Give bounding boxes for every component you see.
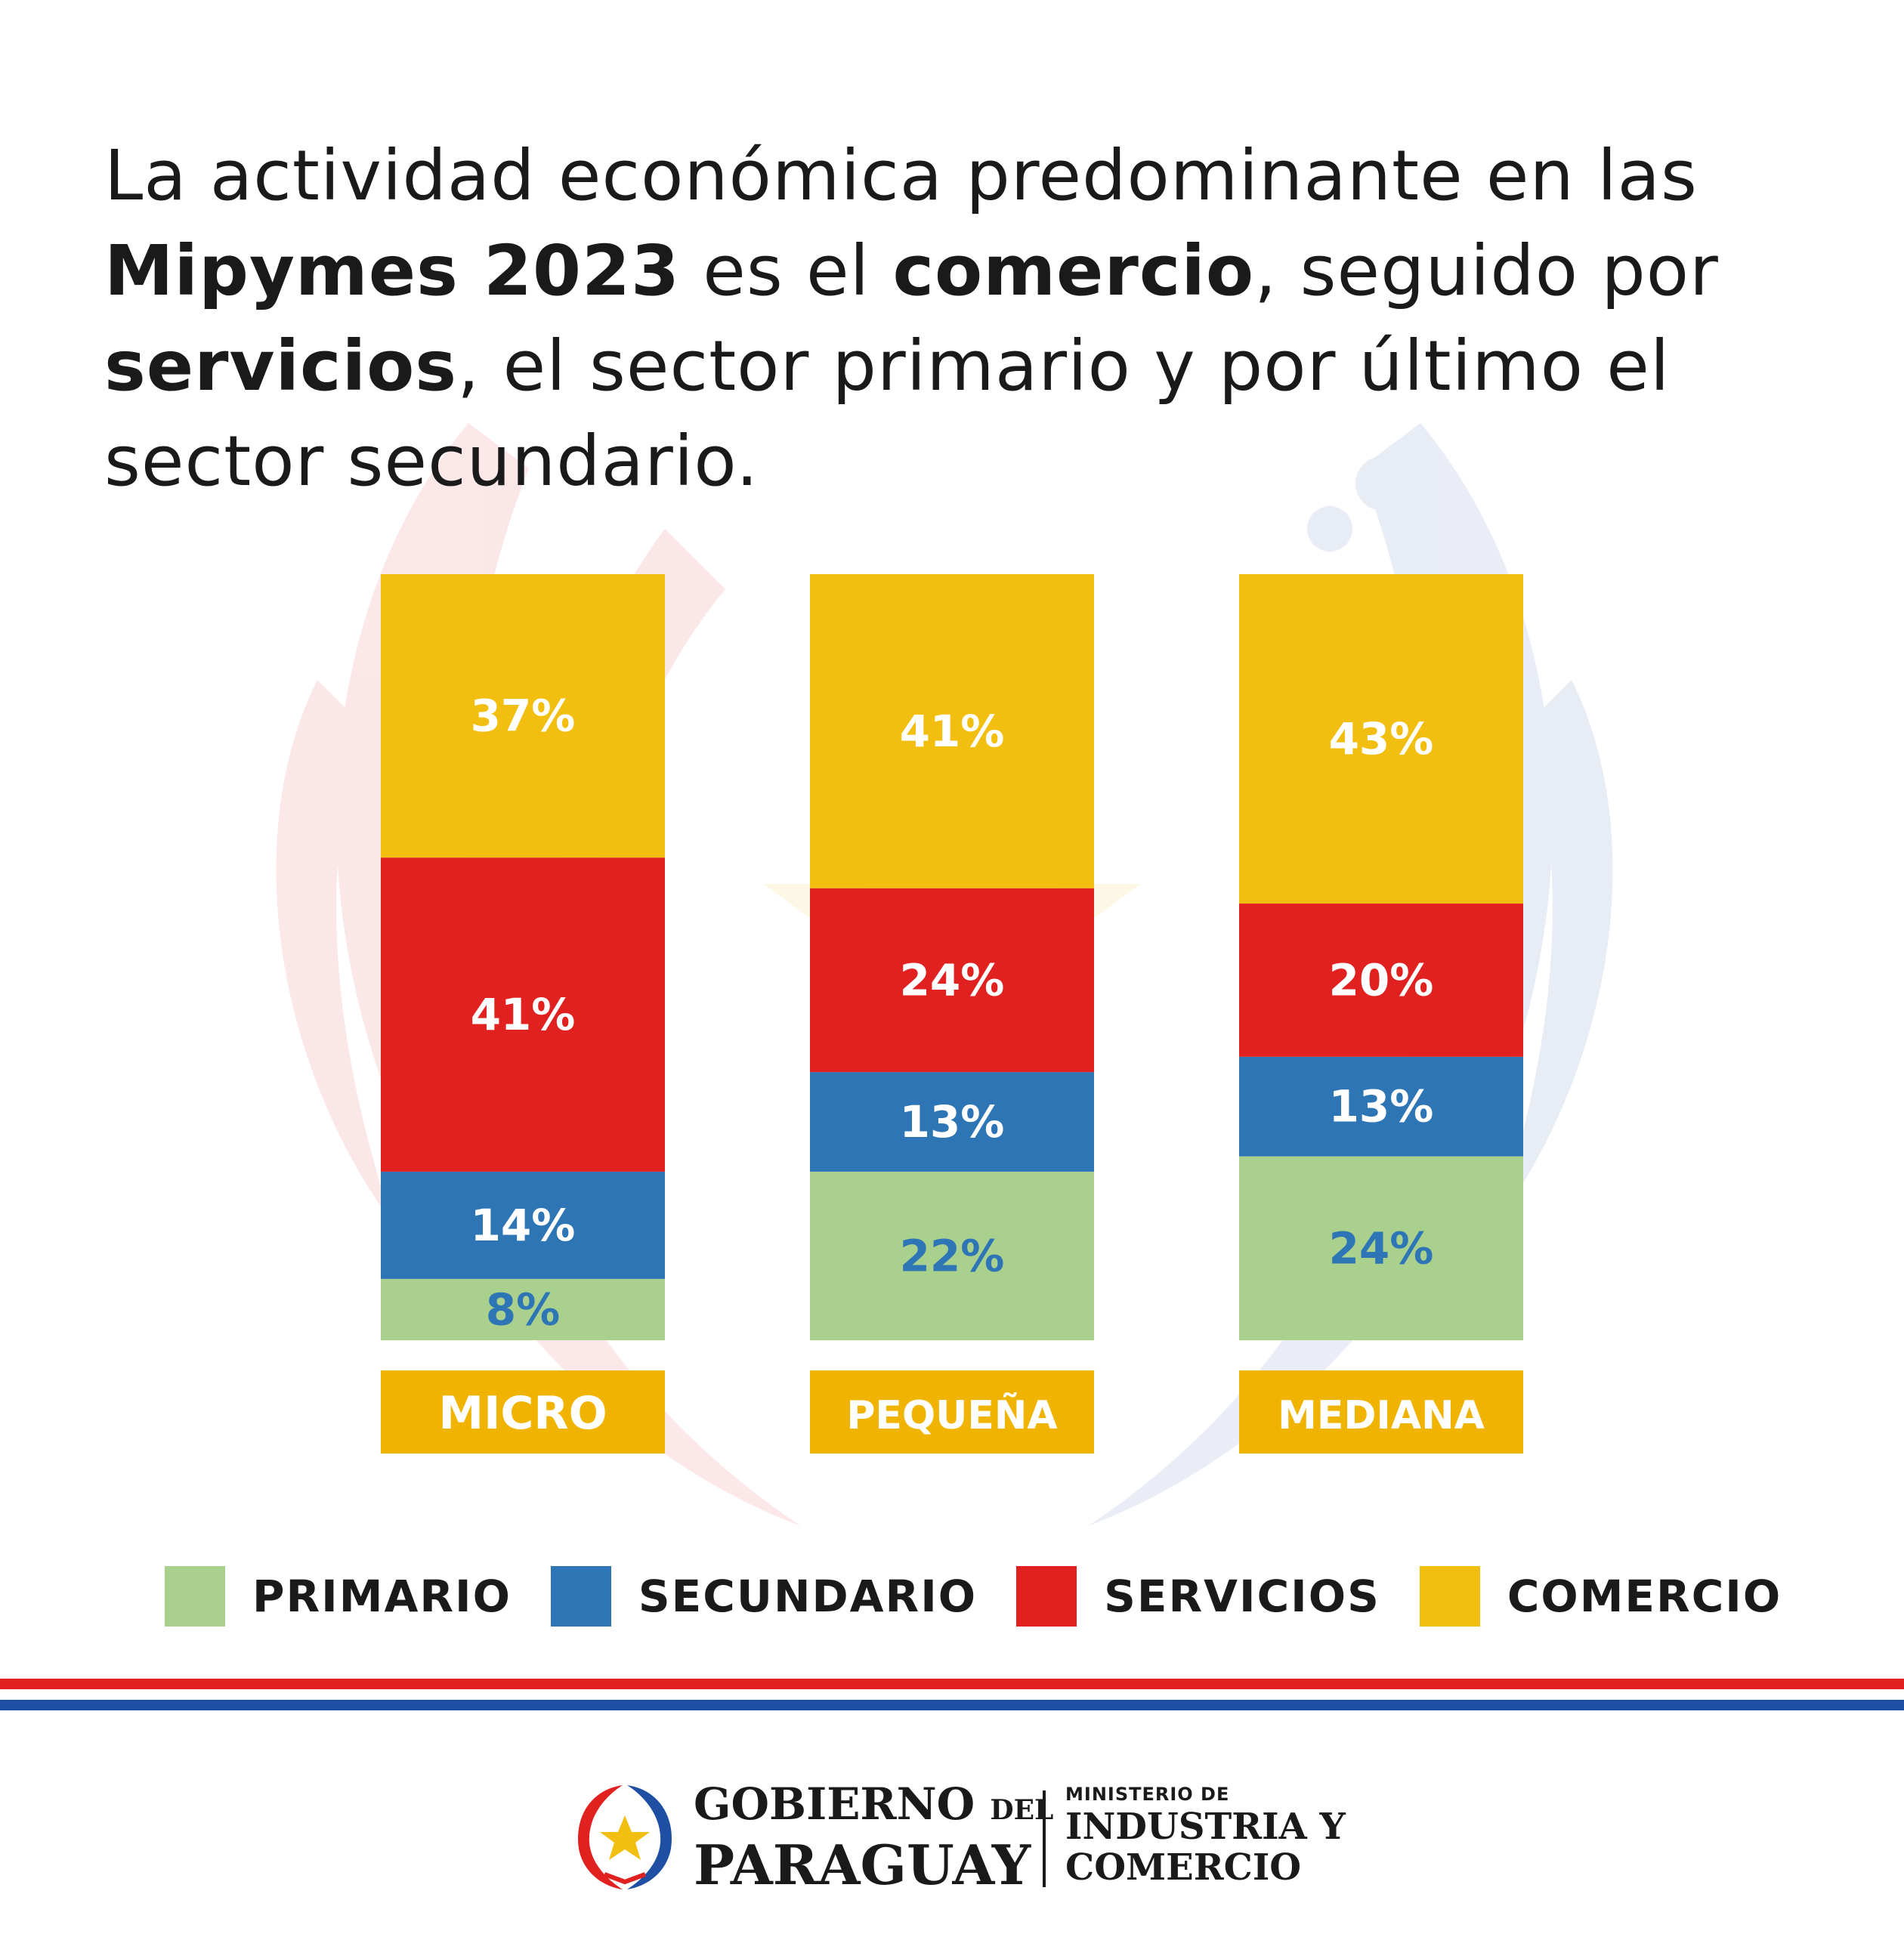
chart-legend: PRIMARIO SECUNDARIO SERVICIOS COMERCIO <box>165 1565 1821 1627</box>
headline-bold-comercio: comercio <box>892 230 1255 311</box>
bar-segment-micro-comercio <box>381 574 665 858</box>
headline-text-4: , el sector primario y por último el sec… <box>104 326 1671 502</box>
logo-divider <box>1043 1790 1046 1887</box>
paraguay-seal-icon <box>578 1785 672 1889</box>
bar-segment-micro-servicios <box>381 857 665 1172</box>
data-label-micro-secundario: 14% <box>471 1200 576 1251</box>
category-label-micro: MICRO <box>438 1387 607 1440</box>
category-label-pequeña: PEQUEÑA <box>846 1392 1057 1438</box>
data-label-micro-primario: 8% <box>486 1284 560 1335</box>
headline-text-2: es el <box>680 230 893 311</box>
bar-segment-pequeña-primario <box>810 1171 1094 1340</box>
gov-line-gobierno: GOBIERNO <box>694 1778 975 1830</box>
flag-stripe-red <box>0 1679 1904 1689</box>
gov-line-paraguay: PARAGUAY <box>694 1833 1031 1897</box>
headline-text-1: La actividad económica predominante en l… <box>104 135 1698 216</box>
legend-item-primario: PRIMARIO <box>165 1566 512 1627</box>
ministerio-line-3: COMERCIO <box>1065 1846 1302 1889</box>
data-label-pequeña-primario: 22% <box>900 1230 1005 1281</box>
data-label-micro-comercio: 37% <box>471 690 576 742</box>
legend-swatch-secundario <box>550 1566 611 1627</box>
ministerio-logo-text: MINISTERIO DE INDUSTRIA Y COMERCIO <box>1065 1783 1346 1887</box>
legend-label-primario: PRIMARIO <box>252 1571 512 1622</box>
category-label-bg-pequeña <box>810 1370 1094 1454</box>
category-label-bg-micro <box>381 1370 665 1454</box>
ministerio-line-1: MINISTERIO DE <box>1065 1784 1230 1805</box>
flag-stripe-blue <box>0 1700 1904 1710</box>
legend-item-comercio: COMERCIO <box>1419 1566 1782 1627</box>
category-label-mediana: MEDIANA <box>1278 1393 1485 1438</box>
bar-segment-mediana-secundario <box>1239 1056 1523 1157</box>
bar-segment-micro-primario <box>381 1278 665 1340</box>
bar-segment-pequeña-comercio <box>810 574 1094 888</box>
legend-swatch-servicios <box>1016 1566 1077 1627</box>
legend-item-servicios: SERVICIOS <box>1016 1566 1380 1627</box>
legend-swatch-primario <box>165 1566 225 1627</box>
data-label-mediana-comercio: 43% <box>1329 713 1434 765</box>
flag-stripe-white <box>0 1689 1904 1698</box>
headline-bold-servicios: servicios <box>104 326 458 406</box>
bar-segment-mediana-servicios <box>1239 904 1523 1057</box>
bar-segment-pequeña-servicios <box>810 888 1094 1073</box>
headline-bold-mipymes: Mipymes 2023 <box>104 230 681 311</box>
ministerio-line-2: INDUSTRIA Y <box>1065 1806 1346 1848</box>
data-label-mediana-primario: 24% <box>1329 1222 1434 1274</box>
legend-label-servicios: SERVICIOS <box>1104 1571 1380 1622</box>
bar-segment-micro-secundario <box>381 1171 665 1279</box>
bar-segment-mediana-comercio <box>1239 574 1523 904</box>
data-label-pequeña-secundario: 13% <box>900 1096 1005 1148</box>
headline: La actividad económica predominante en l… <box>104 128 1827 509</box>
headline-text-3: , seguido por <box>1254 230 1719 311</box>
data-label-mediana-secundario: 13% <box>1329 1081 1434 1132</box>
data-label-pequeña-servicios: 24% <box>900 954 1005 1006</box>
bar-segment-pequeña-secundario <box>810 1072 1094 1172</box>
legend-item-secundario: SECUNDARIO <box>550 1566 978 1627</box>
legend-label-secundario: SECUNDARIO <box>638 1571 978 1622</box>
legend-swatch-comercio <box>1419 1566 1480 1627</box>
data-label-micro-servicios: 41% <box>471 989 576 1040</box>
data-label-pequeña-comercio: 41% <box>900 706 1005 757</box>
bar-segment-mediana-primario <box>1239 1156 1523 1340</box>
category-label-bg-mediana <box>1239 1370 1523 1454</box>
gobierno-logo-text: GOBIERNO DEL PARAGUAY <box>694 1779 1053 1895</box>
star-icon <box>600 1815 650 1860</box>
legend-label-comercio: COMERCIO <box>1507 1571 1782 1622</box>
data-label-mediana-servicios: 20% <box>1329 954 1434 1006</box>
